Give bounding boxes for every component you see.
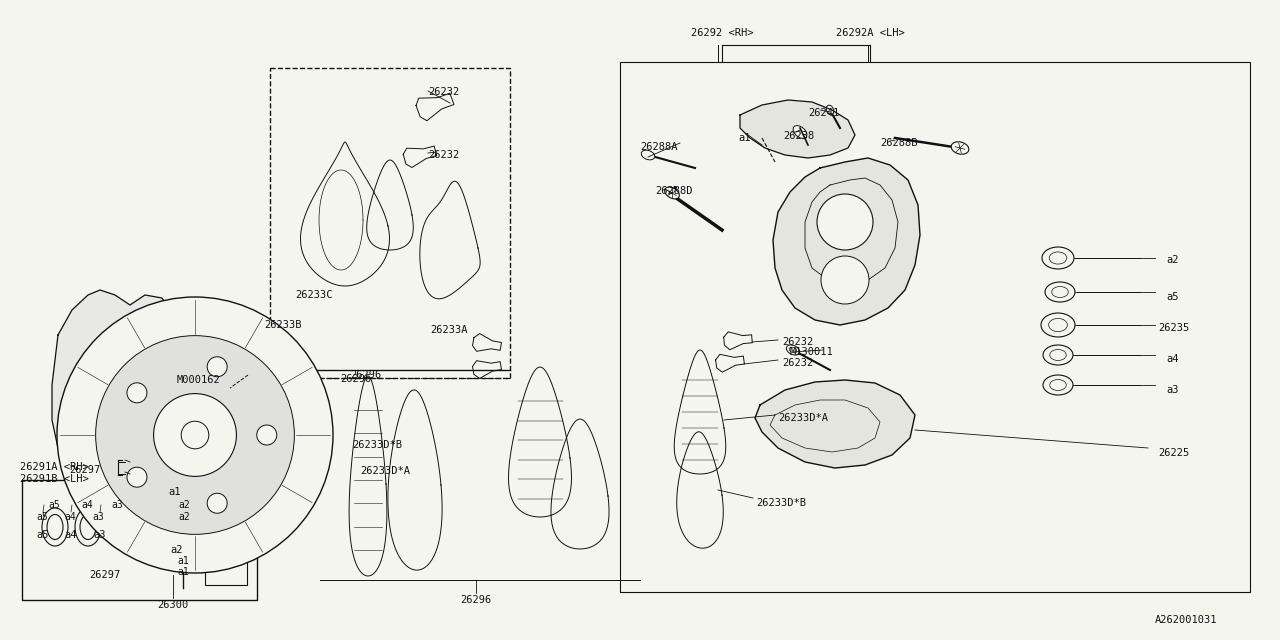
Circle shape [154,394,237,476]
Text: a2: a2 [178,512,189,522]
Ellipse shape [1041,313,1075,337]
Text: 26233D*B: 26233D*B [352,440,402,450]
Text: 26297: 26297 [69,465,101,475]
Text: 26235: 26235 [1158,323,1189,333]
Text: a1: a1 [739,133,750,143]
Bar [270,68,509,378]
Text: 26296: 26296 [461,595,492,605]
Circle shape [182,421,209,449]
Text: a2: a2 [178,500,189,510]
Ellipse shape [827,105,833,115]
Ellipse shape [664,187,680,199]
Text: 26233D*B: 26233D*B [756,498,806,508]
Text: a1: a1 [168,487,180,497]
Text: 26288A: 26288A [640,142,677,152]
Circle shape [820,256,869,304]
Text: a3: a3 [92,512,104,522]
Ellipse shape [1043,375,1073,395]
Polygon shape [773,158,920,325]
Ellipse shape [42,508,68,546]
Ellipse shape [641,150,655,160]
Ellipse shape [1044,282,1075,302]
Text: 26233C: 26233C [294,290,333,300]
Text: a4: a4 [81,500,92,510]
Text: a5: a5 [1166,292,1179,302]
Circle shape [257,425,276,445]
Text: 26232: 26232 [782,358,813,368]
Ellipse shape [76,508,101,546]
Polygon shape [52,290,178,552]
Text: a5: a5 [49,500,60,510]
Text: 26288D: 26288D [655,186,692,196]
Text: a3: a3 [93,530,105,540]
Ellipse shape [1050,349,1066,360]
Ellipse shape [1050,252,1066,264]
Text: a3: a3 [1166,385,1179,395]
Text: a4: a4 [64,530,77,540]
Text: 26238: 26238 [783,131,814,141]
Text: 26291B <LH>: 26291B <LH> [20,474,88,484]
Text: 26296: 26296 [349,370,381,380]
Text: a3: a3 [111,500,123,510]
Bar [620,62,1251,592]
Text: 26297: 26297 [90,570,120,580]
Bar [22,480,257,600]
Polygon shape [755,380,915,468]
Circle shape [127,467,147,487]
Ellipse shape [794,125,806,138]
Circle shape [207,493,227,513]
Text: a5: a5 [36,512,47,522]
Ellipse shape [951,141,969,154]
Text: 26292 <RH>: 26292 <RH> [691,28,753,38]
Ellipse shape [1042,247,1074,269]
Text: a1: a1 [177,556,188,566]
Polygon shape [740,100,855,158]
Circle shape [817,194,873,250]
Text: M130011: M130011 [790,347,833,357]
Ellipse shape [177,554,189,566]
Ellipse shape [1052,287,1069,298]
Text: a2: a2 [1166,255,1179,265]
Text: 26300: 26300 [157,600,188,610]
Text: 26288B: 26288B [881,138,918,148]
Text: 26233D*A: 26233D*A [360,466,410,476]
Ellipse shape [105,508,131,546]
Text: a4: a4 [1166,354,1179,364]
Text: 26291A <RH>: 26291A <RH> [20,462,88,472]
Circle shape [58,297,333,573]
Text: 26241: 26241 [808,108,840,118]
Text: 26232: 26232 [428,87,460,97]
Circle shape [207,356,227,377]
Ellipse shape [81,515,96,540]
Text: 26233B: 26233B [264,320,302,330]
Text: a5: a5 [36,530,49,540]
Text: 26225: 26225 [1158,448,1189,458]
Ellipse shape [172,549,195,571]
Text: a4: a4 [64,512,76,522]
Ellipse shape [1050,380,1066,390]
Ellipse shape [1043,345,1073,365]
Circle shape [127,383,147,403]
Ellipse shape [1048,319,1068,332]
Text: 26233A: 26233A [430,325,467,335]
Text: M000162: M000162 [177,375,220,385]
Circle shape [96,335,294,534]
Ellipse shape [790,347,796,353]
Text: 26296: 26296 [340,374,371,384]
Text: 26232: 26232 [782,337,813,347]
Ellipse shape [786,345,800,355]
Ellipse shape [173,510,193,530]
Bar [205,515,247,585]
Text: A262001031: A262001031 [1155,615,1217,625]
Text: a1: a1 [177,567,188,577]
Text: 26292A <LH>: 26292A <LH> [836,28,905,38]
Text: 26233D*A: 26233D*A [778,413,828,423]
Text: a2: a2 [170,545,183,555]
Ellipse shape [110,515,125,540]
Text: 26232: 26232 [428,150,460,160]
Ellipse shape [47,515,63,540]
